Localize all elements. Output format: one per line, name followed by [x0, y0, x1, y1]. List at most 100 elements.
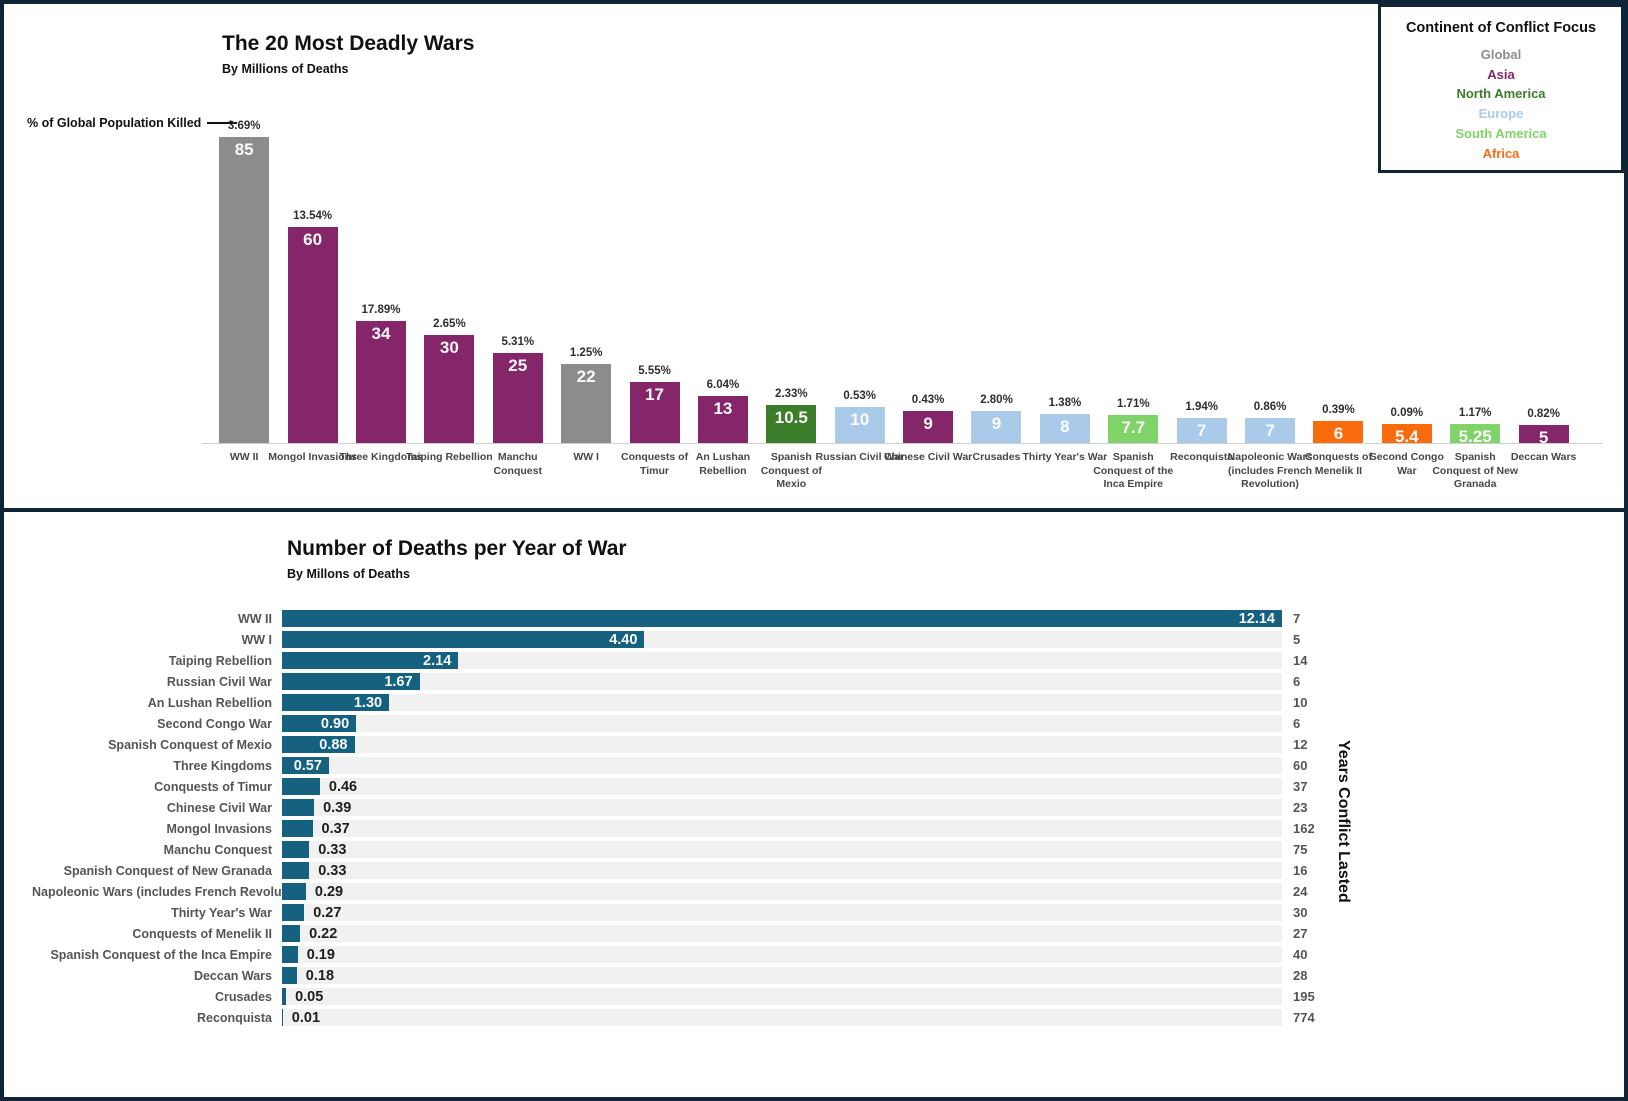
bar-track: 1.67 — [282, 673, 1282, 690]
deaths-per-year-value-label: 0.19 — [307, 947, 335, 963]
bar-track: 2.14 — [282, 652, 1282, 669]
war-name-label: Taiping Rebellion — [32, 654, 282, 668]
bar-track: 0.46 — [282, 778, 1282, 795]
war-bar-column: 2.33%10.5Spanish Conquest of Mexio — [757, 104, 825, 443]
bar-track: 0.39 — [282, 799, 1282, 816]
bar-track: 0.33 — [282, 862, 1282, 879]
deaths-per-year-row: Deccan Wars0.1828 — [32, 967, 1362, 984]
deaths-bar: 22 — [561, 364, 611, 443]
war-name-label: WW I — [32, 633, 282, 647]
war-bar-column: 0.09%5.4Second Congo War — [1373, 104, 1441, 443]
legend-item-global: Global — [1381, 45, 1621, 65]
pct-global-population-label: 0.39% — [1322, 404, 1355, 416]
war-bar-column: 6.04%13An Lushan Rebellion — [689, 104, 757, 443]
war-bar-column: 2.80%9Crusades — [962, 104, 1030, 443]
years-conflict-lasted-value: 6 — [1282, 674, 1300, 689]
deaths-per-year-row: Thirty Year's War0.2730 — [32, 904, 1362, 921]
bar-track: 0.29 — [282, 883, 1282, 900]
deaths-bar: 17 — [630, 382, 680, 443]
war-name-label: Reconquista — [32, 1011, 282, 1025]
pct-global-population-label: 0.09% — [1391, 407, 1424, 419]
deaths-per-year-value-label: 0.22 — [309, 926, 337, 942]
deaths-per-year-value-label: 0.05 — [295, 989, 323, 1005]
pct-global-population-label: 0.86% — [1254, 401, 1287, 413]
pct-annotation: % of Global Population Killed — [27, 116, 237, 130]
deaths-value-label: 17 — [645, 386, 664, 403]
bar-track: 0.33 — [282, 841, 1282, 858]
war-name-label: An Lushan Rebellion — [32, 696, 282, 710]
bar-track: 4.40 — [282, 631, 1282, 648]
years-conflict-lasted-value: 27 — [1282, 926, 1307, 941]
years-conflict-lasted-value: 40 — [1282, 947, 1307, 962]
deaths-per-year-value-label: 0.46 — [329, 779, 357, 795]
deaths-bar: 9 — [903, 411, 953, 443]
years-conflict-lasted-value: 23 — [1282, 800, 1307, 815]
deaths-per-year-row: Conquests of Timur0.4637 — [32, 778, 1362, 795]
deaths-per-year-bar — [282, 946, 298, 963]
deaths-value-label: 22 — [577, 368, 596, 385]
deaths-bar: 7 — [1245, 418, 1295, 443]
deaths-per-year-value-label: 0.27 — [313, 905, 341, 921]
years-conflict-lasted-value: 28 — [1282, 968, 1307, 983]
deaths-value-label: 60 — [303, 231, 322, 248]
deaths-per-year-row: An Lushan Rebellion1.3010 — [32, 694, 1362, 711]
deaths-per-year-bar — [282, 862, 309, 879]
pct-global-population-label: 5.55% — [638, 365, 671, 377]
deaths-per-year-row: WW I4.405 — [32, 631, 1362, 648]
war-bar-column: 0.43%9Chinese Civil War — [894, 104, 962, 443]
pct-global-population-label: 1.25% — [570, 347, 603, 359]
deaths-per-year-value-label: 0.33 — [318, 863, 346, 879]
deaths-per-year-value-label: 0.39 — [323, 800, 351, 816]
bar-track: 0.37 — [282, 820, 1282, 837]
deaths-bar: 10.5 — [766, 405, 816, 443]
deaths-per-year-row: Mongol Invasions0.37162 — [32, 820, 1362, 837]
deaths-per-year-row: Three Kingdoms0.5760 — [32, 757, 1362, 774]
years-conflict-lasted-axis-label: Years Conflict Lasted — [1334, 740, 1352, 903]
deaths-per-year-bar — [282, 778, 320, 795]
war-bar-column: 1.38%8Thirty Year's War — [1031, 104, 1099, 443]
deaths-bar: 10 — [835, 407, 885, 443]
top-chart-title: The 20 Most Deadly Wars — [222, 32, 474, 56]
deaths-bar: 85 — [219, 137, 269, 443]
deaths-value-label: 25 — [508, 357, 527, 374]
infographic-page: The 20 Most Deadly Wars By Millions of D… — [0, 0, 1628, 1101]
pct-global-population-label: 6.04% — [707, 379, 740, 391]
top-chart-panel: The 20 Most Deadly Wars By Millions of D… — [4, 4, 1624, 508]
top-chart-title-block: The 20 Most Deadly Wars By Millions of D… — [222, 32, 474, 76]
deaths-per-year-row: Conquests of Menelik II0.2227 — [32, 925, 1362, 942]
deaths-per-year-value-label: 0.88 — [319, 737, 347, 753]
war-name-label: Spanish Conquest of New Granada — [32, 864, 282, 878]
war-name-label: Deccan Wars — [32, 969, 282, 983]
deaths-value-label: 7.7 — [1121, 419, 1145, 436]
deaths-per-year-row: Spanish Conquest of the Inca Empire0.194… — [32, 946, 1362, 963]
bar-track: 0.22 — [282, 925, 1282, 942]
pct-annotation-label: % of Global Population Killed — [27, 116, 201, 130]
deaths-per-year-value-label: 4.40 — [609, 632, 637, 648]
bottom-chart-panel: Number of Deaths per Year of War By Mill… — [4, 508, 1624, 1097]
pct-global-population-label: 1.38% — [1049, 397, 1082, 409]
deaths-per-year-row: Spanish Conquest of New Granada0.3316 — [32, 862, 1362, 879]
war-name-label: WW II — [32, 612, 282, 626]
deaths-per-year-value-label: 0.90 — [321, 716, 349, 732]
pct-global-population-label: 2.33% — [775, 388, 808, 400]
war-bar-column: 0.39%6Conquests of Menelik II — [1304, 104, 1372, 443]
deaths-per-year-bar-chart: WW II12.147WW I4.405Taiping Rebellion2.1… — [32, 610, 1362, 1030]
pct-global-population-label: 3.69% — [228, 120, 261, 132]
bar-track: 0.88 — [282, 736, 1282, 753]
years-conflict-lasted-value: 75 — [1282, 842, 1307, 857]
bar-track: 0.57 — [282, 757, 1282, 774]
deaths-value-label: 34 — [372, 325, 391, 342]
deaths-per-year-row: Manchu Conquest0.3375 — [32, 841, 1362, 858]
bar-track: 12.14 — [282, 610, 1282, 627]
deaths-per-year-row: Chinese Civil War0.3923 — [32, 799, 1362, 816]
deaths-value-label: 10.5 — [775, 409, 808, 426]
deaths-per-year-value-label: 0.01 — [292, 1010, 320, 1026]
legend-item-north-america: North America — [1381, 84, 1621, 104]
deaths-value-label: 6 — [1334, 425, 1343, 442]
deaths-value-label: 7 — [1197, 422, 1206, 439]
war-bar-column: 3.69%85WW II — [210, 104, 278, 443]
years-conflict-lasted-value: 10 — [1282, 695, 1307, 710]
years-conflict-lasted-value: 24 — [1282, 884, 1307, 899]
bar-track: 0.90 — [282, 715, 1282, 732]
pct-global-population-label: 1.17% — [1459, 407, 1492, 419]
